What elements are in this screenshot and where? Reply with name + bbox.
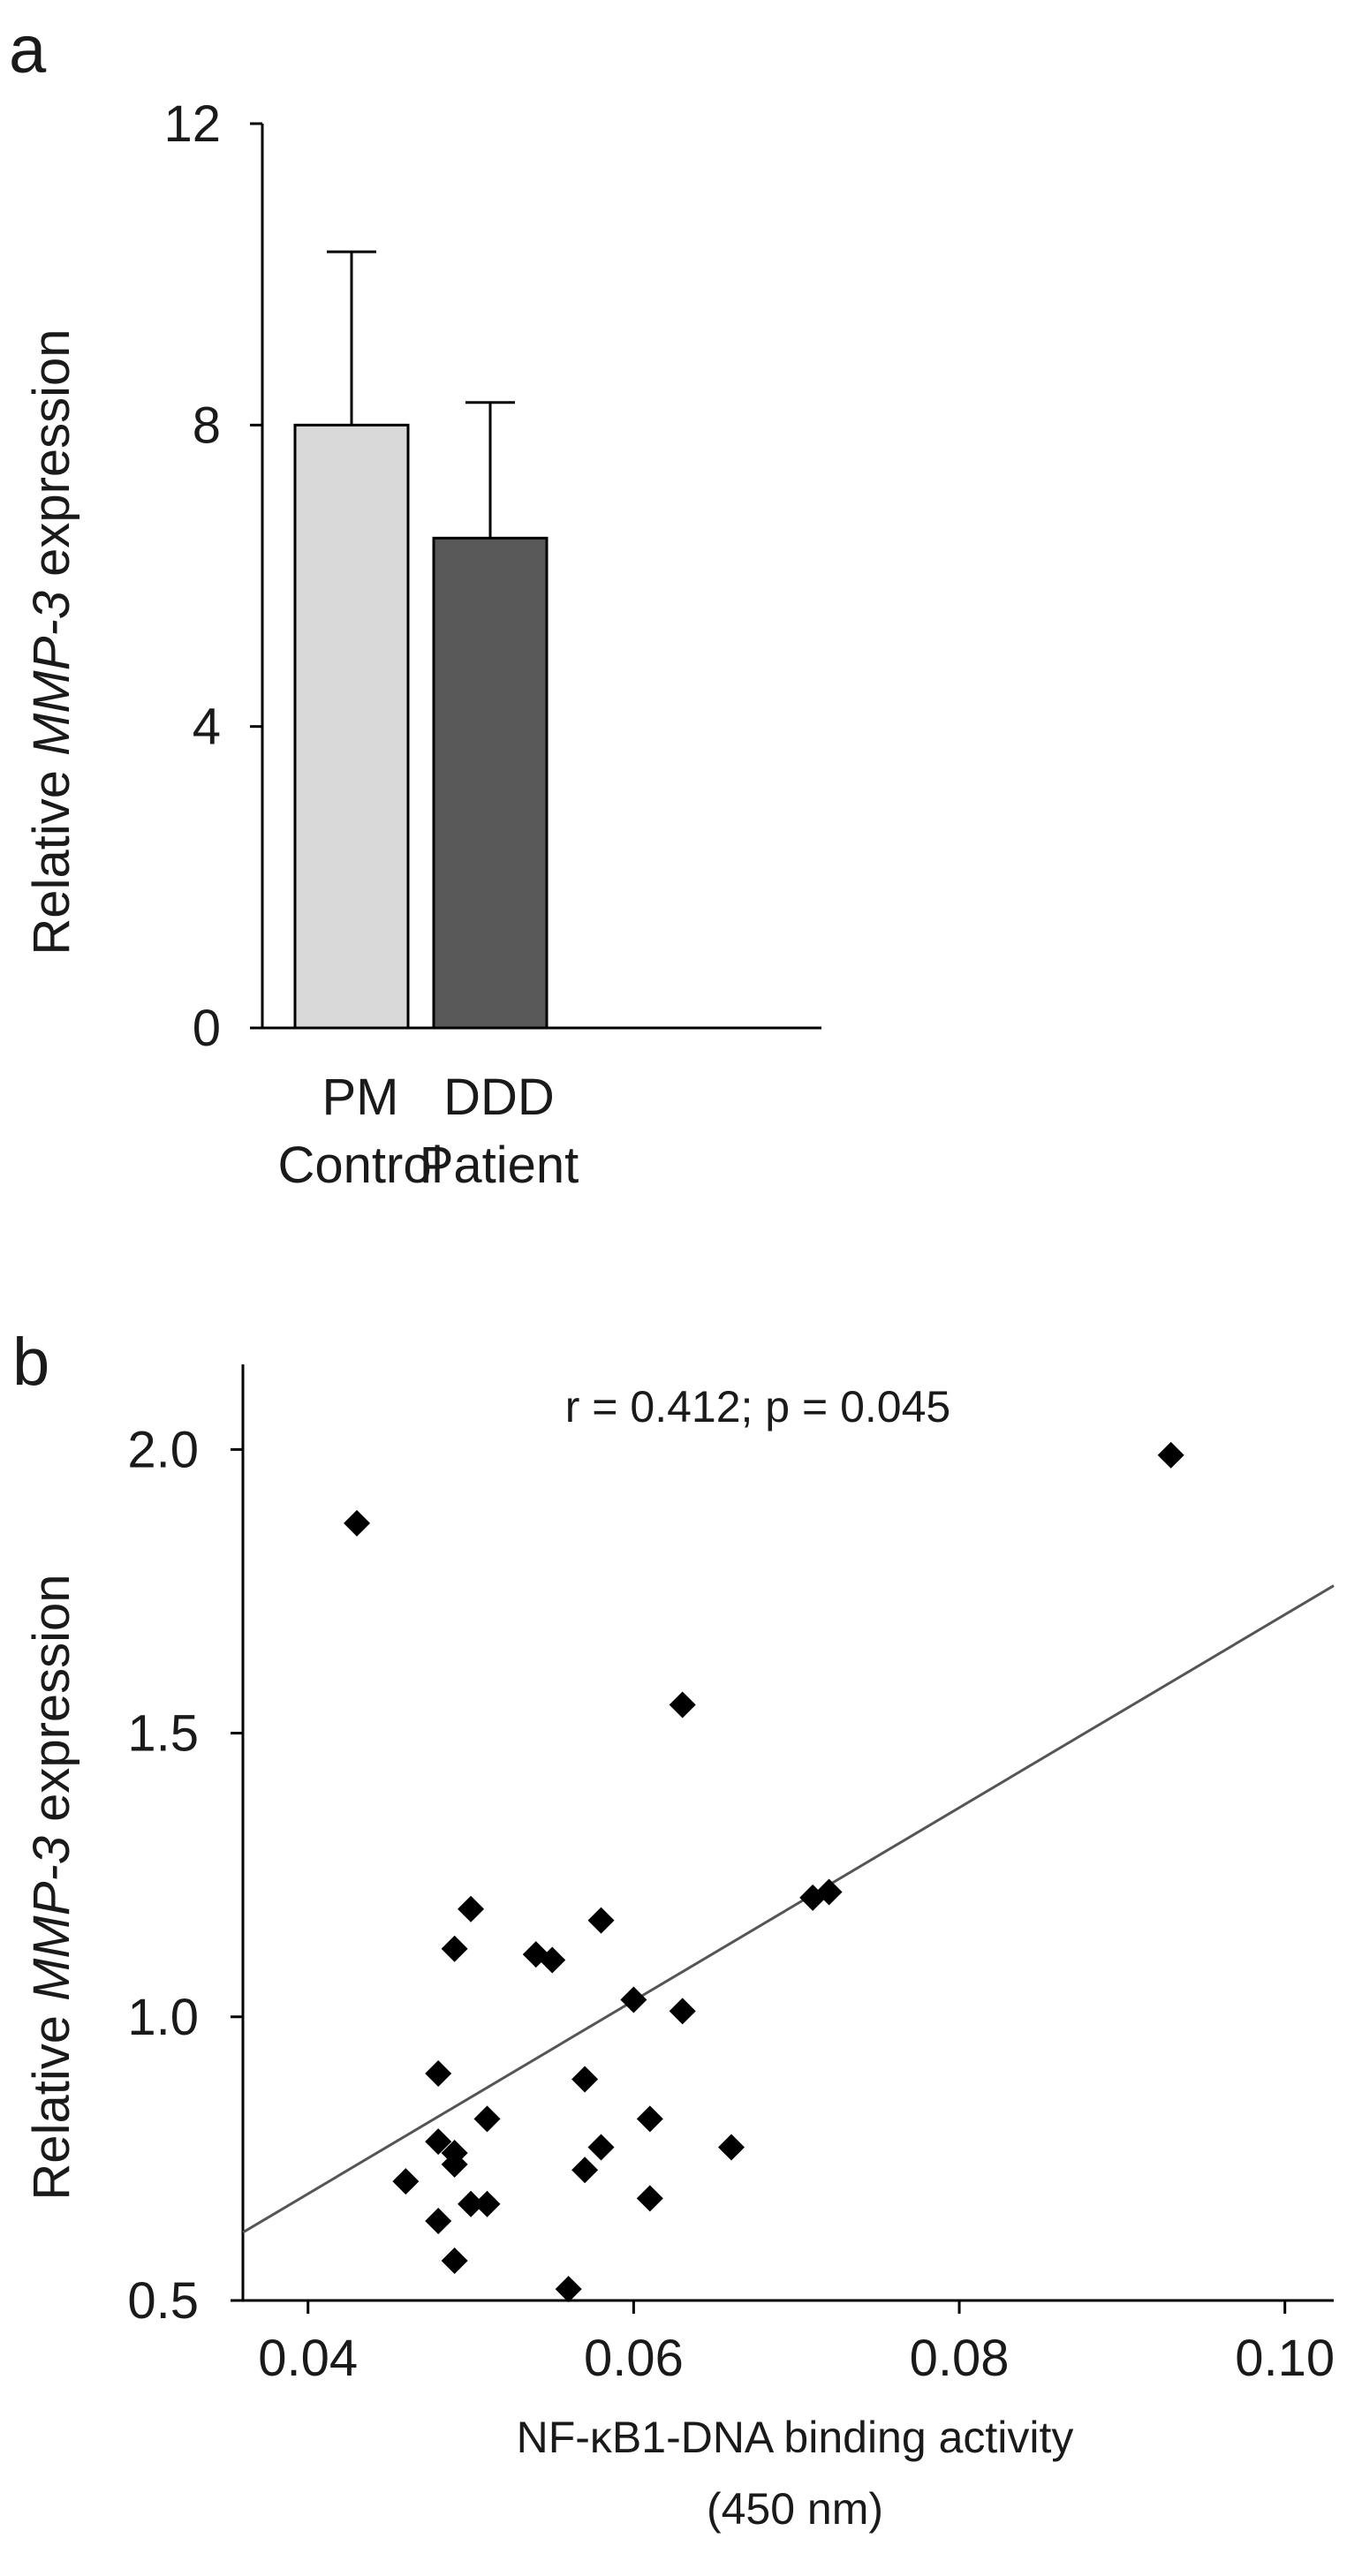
y-tick-label: 8 [193, 397, 221, 454]
panel-a-y-label-suffix: expression [23, 329, 80, 591]
scatter-point [392, 2168, 420, 2195]
panel-a: a Relative MMP-3 expression 0 4 8 12 PM Cont… [9, 12, 821, 1194]
x-tick-label: 0.10 [1235, 2330, 1335, 2387]
scatter-point [815, 1878, 843, 1906]
panel-b-points [344, 1441, 1184, 2303]
scatter-point [669, 1691, 696, 1719]
panel-a-label: a [9, 12, 47, 87]
scatter-point [636, 2185, 663, 2212]
panel-a-y-ticks: 0 4 8 12 [163, 95, 262, 1057]
scatter-point [669, 1998, 696, 2025]
correlation-annotation: r = 0.412; p = 0.045 [565, 1382, 950, 1432]
scatter-point [458, 1895, 485, 1923]
scatter-point [441, 2247, 468, 2275]
scatter-point [587, 1907, 615, 1934]
y-tick-label: 1.0 [127, 1989, 199, 2046]
panel-b-x-axis-label: NF-κB1-DNA binding activity [517, 2413, 1074, 2462]
panel-b-y-label-suffix: expression [23, 1574, 80, 1836]
x-category-label: PM [322, 1069, 399, 1126]
x-category-label: Control [278, 1137, 443, 1194]
scatter-point [555, 2276, 582, 2303]
panel-a-error-bars [327, 250, 515, 539]
panel-b-y-label-prefix: Relative [23, 2001, 80, 2201]
panel-a-bars [293, 423, 549, 1030]
x-tick-label: 0.06 [584, 2330, 684, 2387]
panel-a-y-axis-label: Relative MMP-3 expression [23, 329, 80, 955]
scatter-point [473, 2105, 501, 2133]
scatter-point [571, 2157, 599, 2184]
scatter-point [344, 1509, 371, 1537]
scatter-point [620, 1986, 647, 2013]
scatter-point [425, 2128, 452, 2156]
panel-b: b Relative MMP-3 expression r = 0.412; p… [12, 1325, 1335, 2534]
scatter-point [473, 2190, 501, 2217]
panel-b-y-ticks: 0.5 1.0 1.5 2.0 [127, 1421, 243, 2330]
scatter-point [441, 2150, 468, 2178]
panel-b-y-axis-label: Relative MMP-3 expression [23, 1574, 80, 2200]
scatter-point [587, 2134, 615, 2161]
scatter-point [1157, 1441, 1184, 1469]
panel-b-x-axis-label-unit: (450 nm) [707, 2484, 883, 2534]
y-tick-label: 12 [163, 95, 221, 153]
y-tick-label: 4 [193, 699, 221, 756]
panel-a-y-label-prefix: Relative [23, 756, 80, 956]
y-tick-label: 1.5 [127, 1705, 199, 1763]
scatter-point [425, 2060, 452, 2088]
scatter-point [571, 2066, 599, 2093]
panel-a-y-label-gene: MMP-3 [23, 591, 80, 756]
panel-b-trend-line-group [242, 1584, 1335, 2234]
scatter-point [717, 2134, 745, 2161]
x-tick-label: 0.04 [258, 2330, 358, 2387]
scatter-point [425, 2208, 452, 2235]
scatter-point [458, 2190, 485, 2217]
panel-b-x-ticks: 0.04 0.06 0.08 0.10 [258, 2300, 1335, 2387]
bar-pm-control [293, 423, 410, 1030]
x-category-label: DDD [443, 1069, 555, 1126]
panel-b-y-label-gene: MMP-3 [23, 1836, 80, 2001]
y-tick-label: 0.5 [127, 2272, 199, 2330]
trend-line [242, 1584, 1335, 2234]
x-tick-label: 0.08 [910, 2330, 1010, 2387]
scatter-point [539, 1946, 566, 1974]
scatter-point [441, 1935, 468, 1962]
panel-b-label: b [12, 1325, 49, 1400]
y-tick-label: 2.0 [127, 1421, 199, 1478]
x-category-label: Patient [420, 1137, 579, 1194]
scatter-point [636, 2105, 663, 2133]
bar-ddd-patient [432, 536, 549, 1030]
y-tick-label: 0 [193, 1000, 221, 1057]
